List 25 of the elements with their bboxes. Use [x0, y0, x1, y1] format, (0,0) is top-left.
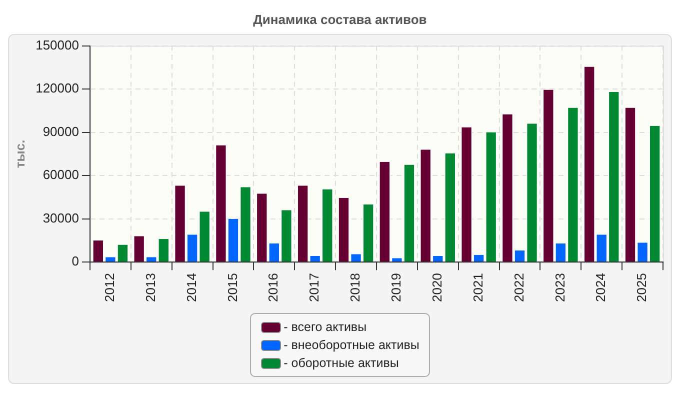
x-tick-label: 2017 — [306, 273, 322, 302]
x-tick-label: 2020 — [429, 273, 444, 302]
y-tick-label: 60000 — [42, 167, 79, 182]
y-tick-label: 120000 — [36, 80, 79, 96]
x-tick-label: 2013 — [142, 273, 158, 302]
x-tick-label: 2021 — [470, 273, 486, 302]
x-tick-label: 2022 — [511, 273, 526, 302]
legend-label: - внеоборотные активы — [284, 338, 420, 352]
y-tick-label: 150000 — [36, 37, 79, 52]
y-tick-label: 0 — [72, 254, 79, 269]
y-tick-label: 90000 — [42, 124, 79, 139]
legend-label: - всего активы — [284, 320, 367, 334]
x-tick-label: 2015 — [224, 273, 240, 302]
x-tick-label: 2019 — [388, 273, 404, 302]
y-tick-label: 30000 — [42, 210, 79, 226]
x-tick-label: 2023 — [552, 273, 568, 302]
y-axis-title: тыс. — [12, 140, 28, 168]
x-tick-label: 2018 — [348, 273, 363, 302]
x-tick-label: 2024 — [593, 273, 608, 302]
x-tick-label: 2025 — [634, 273, 650, 302]
x-tick-label: 2014 — [184, 273, 199, 302]
x-tick-label: 2016 — [266, 273, 281, 302]
legend-label: - оборотные активы — [284, 356, 399, 370]
x-tick-label: 2012 — [102, 273, 118, 302]
chart-title: Динамика состава активов — [252, 11, 428, 29]
